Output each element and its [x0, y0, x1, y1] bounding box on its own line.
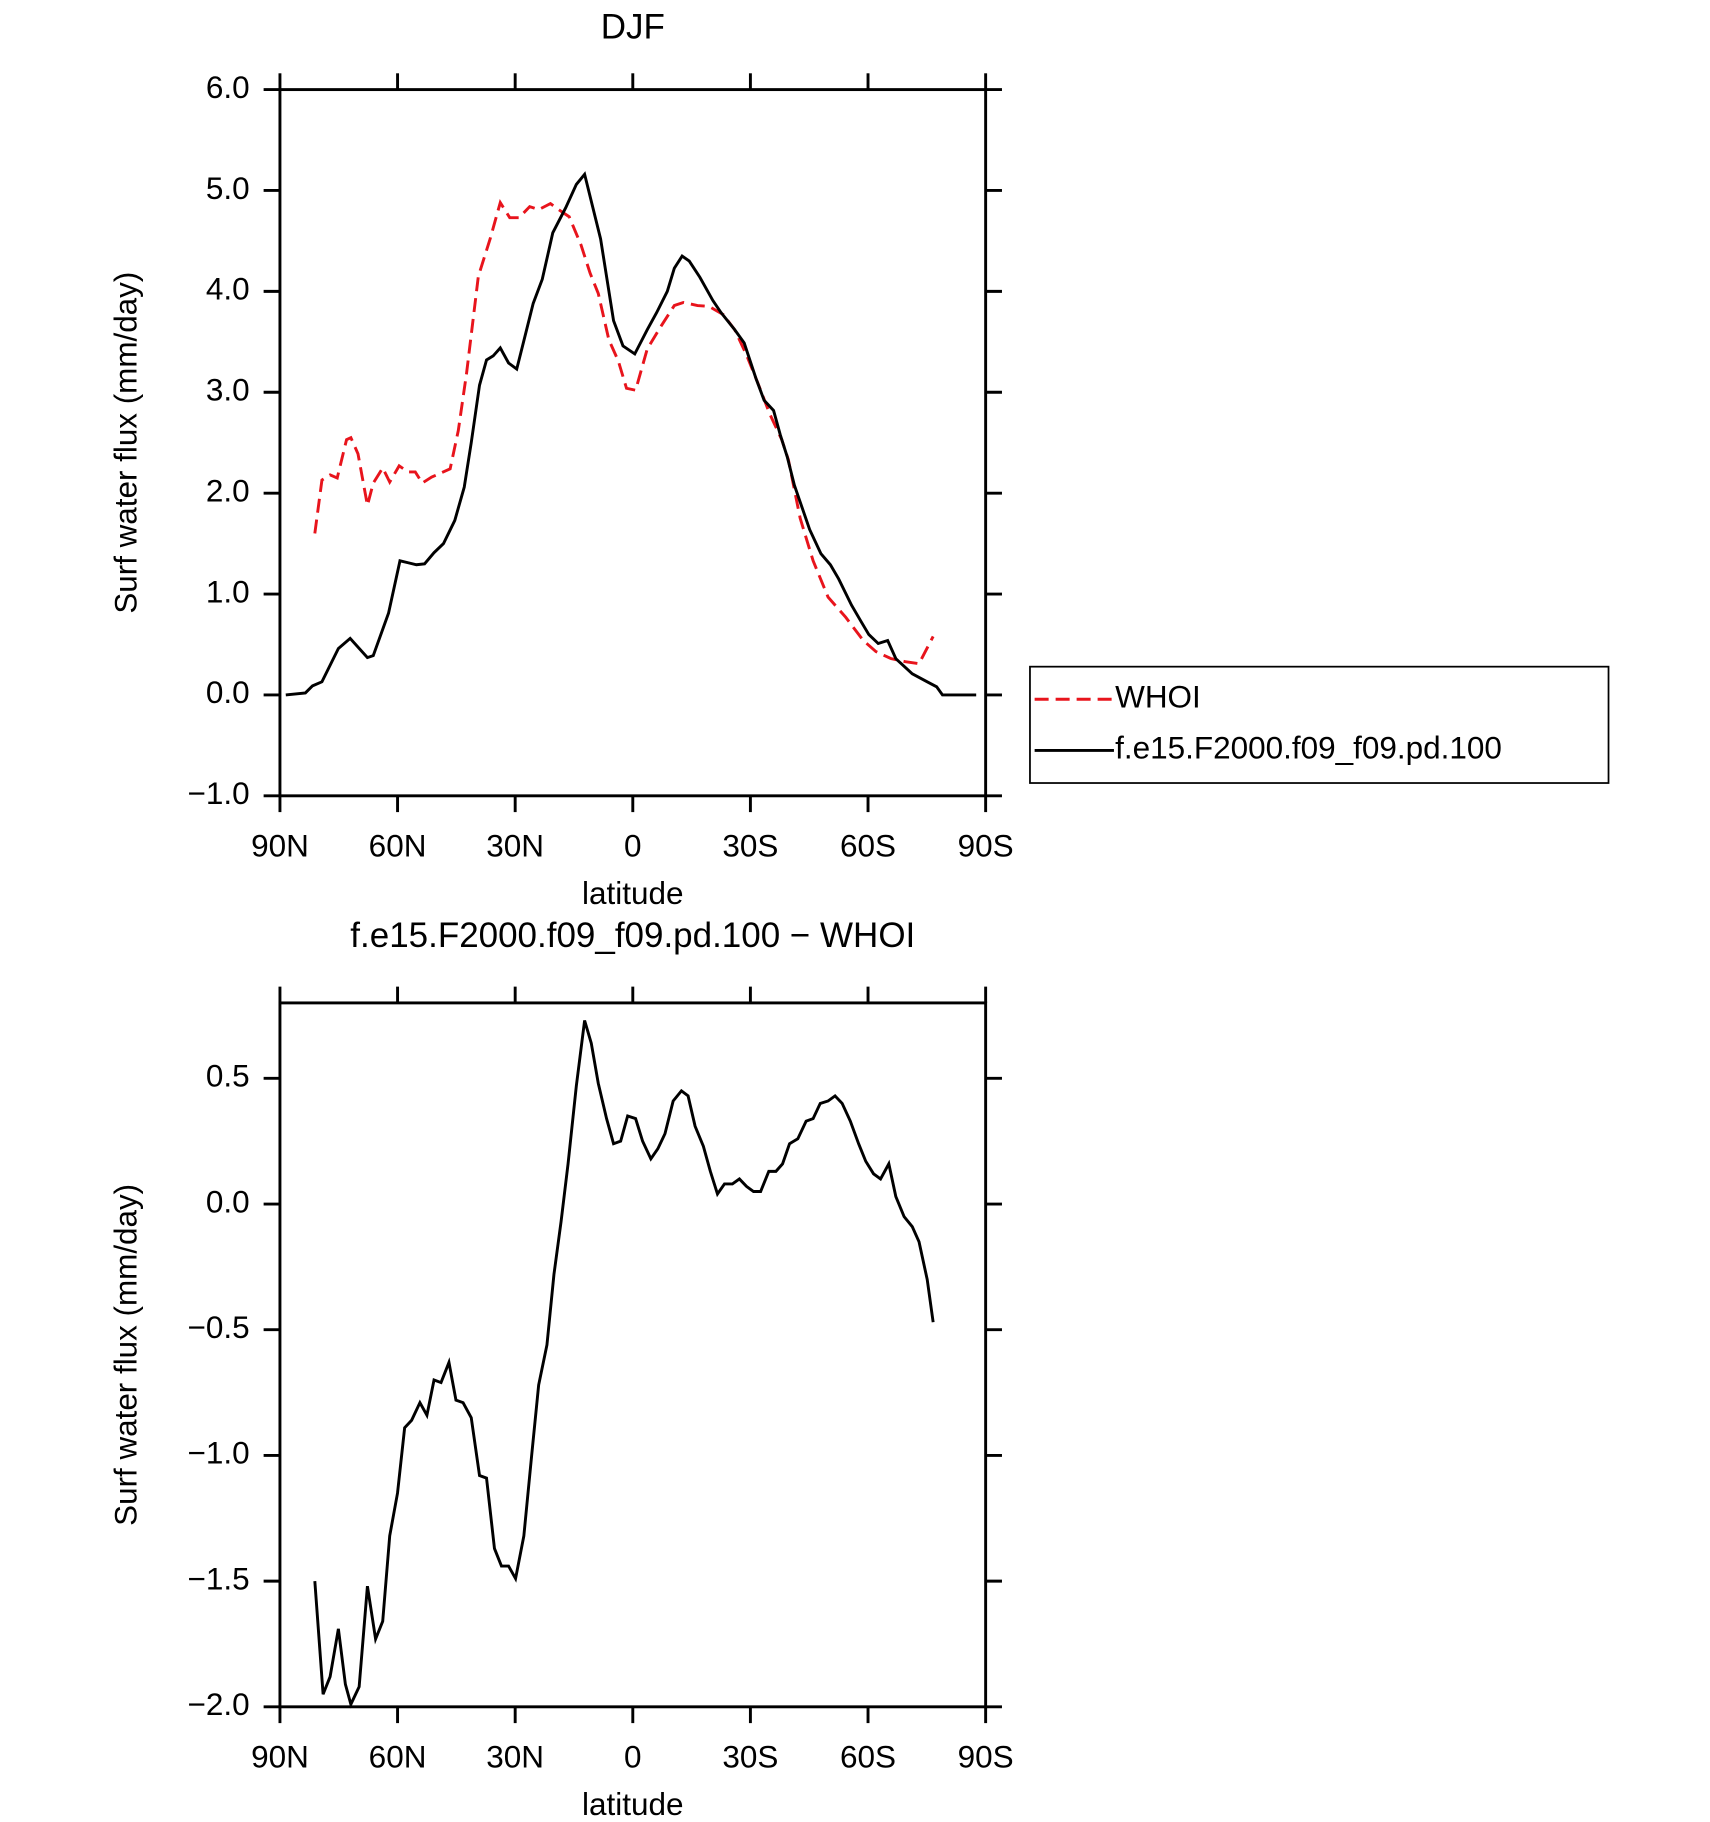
x-tick-label: 90N [251, 829, 309, 864]
x-tick-label: 0 [624, 829, 642, 864]
y-tick-label: 0.0 [206, 675, 250, 710]
x-tick-label: 60N [369, 1740, 427, 1775]
chart-title: DJF [601, 7, 665, 46]
x-tick-label: 30N [486, 829, 544, 864]
y-tick-label: −1.0 [187, 1436, 249, 1471]
legend-label: f.e15.F2000.f09_f09.pd.100 [1115, 731, 1502, 766]
y-tick-label: 6.0 [206, 70, 250, 105]
y-tick-label: 3.0 [206, 373, 250, 408]
y-tick-label: 0.5 [206, 1059, 250, 1094]
y-tick-label: 4.0 [206, 272, 250, 307]
y-tick-label: 0.0 [206, 1184, 250, 1219]
plot-frame [278, 88, 988, 798]
x-axis-label: latitude [582, 1787, 684, 1822]
legend-label: WHOI [1115, 680, 1201, 715]
data-line [313, 1020, 935, 1709]
y-axis-label: Surf water flux (mm/day) [109, 272, 144, 614]
y-tick-label: 5.0 [206, 171, 250, 206]
x-tick-label: 90N [251, 1740, 309, 1775]
x-tick-label: 30S [722, 829, 778, 864]
x-tick-label: 30S [722, 1740, 778, 1775]
x-tick-label: 60N [369, 829, 427, 864]
legend-box [1029, 665, 1610, 784]
x-tick-label: 30N [486, 1740, 544, 1775]
y-tick-label: −0.5 [187, 1310, 249, 1345]
y-tick-label: 1.0 [206, 574, 250, 609]
chart-title: f.e15.F2000.f09_f09.pd.100 − WHOI [350, 916, 915, 955]
x-tick-label: 0 [624, 1740, 642, 1775]
y-tick-label: 2.0 [206, 473, 250, 508]
y-tick-label: −2.0 [187, 1687, 249, 1722]
y-axis-label: Surf water flux (mm/day) [109, 1184, 144, 1526]
data-line [285, 171, 977, 697]
x-axis-label: latitude [582, 876, 684, 911]
x-tick-label: 90S [958, 829, 1014, 864]
y-tick-label: −1.5 [187, 1561, 249, 1596]
x-tick-label: 60S [840, 829, 896, 864]
data-line [313, 198, 935, 666]
x-tick-label: 90S [958, 1740, 1014, 1775]
x-tick-label: 60S [840, 1740, 896, 1775]
y-tick-label: −1.0 [187, 776, 249, 811]
